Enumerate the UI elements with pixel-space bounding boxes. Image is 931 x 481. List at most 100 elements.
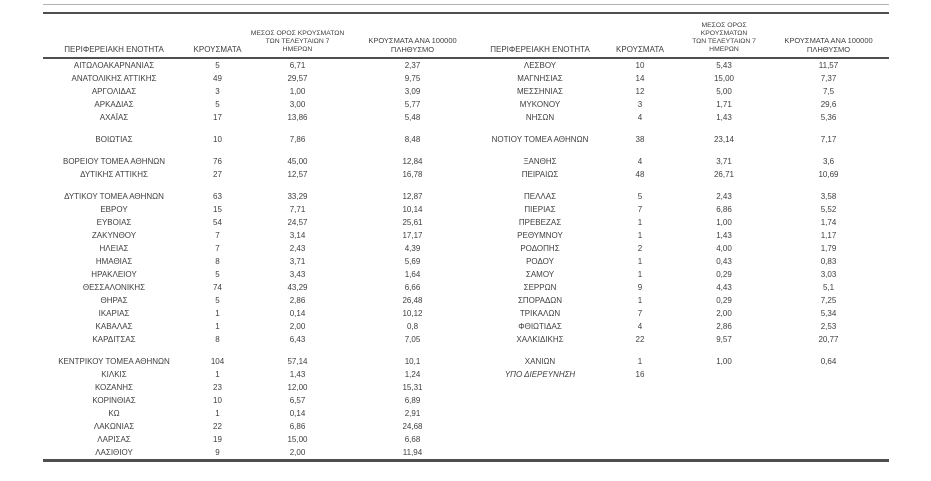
value-cell	[600, 420, 680, 433]
col-header-avg7-line1: ΜΕΣΟΣ ΟΡΟΣ ΚΡΟΥΣΜΑΤΩΝ	[700, 22, 748, 37]
value-cell: 2,00	[716, 309, 732, 318]
value-cell	[680, 146, 768, 155]
value-cell: 57,14	[287, 357, 308, 366]
value-cell: 1,79	[820, 244, 837, 253]
value-cell: 48	[635, 170, 645, 179]
value-cell: 0,29	[716, 296, 732, 305]
value-cell: 17,17	[402, 231, 423, 240]
cases-by-region-table: ΠΕΡΙΦΕΡΕΙΑΚΗ ΕΝΟΤΗΤΑ ΚΡΟΥΣΜΑΤΑ ΜΕΣΟΣ ΟΡΟ…	[43, 22, 889, 462]
value-cell: 16,78	[402, 170, 423, 179]
value-cell: 7,25	[820, 296, 837, 305]
value-cell: 5,43	[716, 61, 732, 70]
value-cell: 29,6	[820, 100, 837, 109]
value-cell: 1,24	[404, 370, 421, 379]
region-cell: ΛΑΣΙΘΙΟΥ	[95, 448, 133, 457]
value-cell: 1	[637, 257, 643, 266]
value-cell: 5,34	[820, 309, 837, 318]
value-cell	[768, 446, 889, 461]
value-cell	[600, 446, 680, 461]
value-cell	[185, 124, 250, 133]
table-header: ΠΕΡΙΦΕΡΕΙΑΚΗ ΕΝΟΤΗΤΑ ΚΡΟΥΣΜΑΤΑ ΜΕΣΟΣ ΟΡΟ…	[43, 22, 889, 59]
value-cell: 2	[637, 244, 643, 253]
table-row: ΛΑΚΩΝΙΑΣ 22 6,86 24,68	[43, 420, 889, 433]
region-cell: ΡΕΘΥΜΝΟΥ	[517, 231, 563, 240]
value-cell	[600, 146, 680, 155]
value-cell	[680, 124, 768, 133]
region-cell: ΘΕΣΣΑΛΟΝΙΚΗΣ	[82, 283, 146, 292]
value-cell: 1	[637, 218, 643, 227]
value-cell: 1,00	[289, 87, 306, 96]
region-cell	[480, 446, 600, 461]
value-cell: 6,71	[289, 61, 306, 70]
value-cell: 11,57	[818, 61, 839, 70]
value-cell: 26,71	[713, 170, 735, 179]
value-cell: 7,37	[820, 74, 837, 83]
value-cell: 1,17	[820, 231, 837, 240]
col-header-per100k-line2: ΠΛΗΘΥΣΜΟ	[806, 45, 851, 54]
region-cell: ΝΗΣΩΝ	[525, 113, 555, 122]
table-row: ΒΟΡΕΙΟΥ ΤΟΜΕΑ ΑΘΗΝΩΝ 76 45,00 12,84 ΞΑΝΘΗΣ 4 3…	[43, 155, 889, 168]
table-row: ΑΝΑΤΟΛΙΚΗΣ ΑΤΤΙΚΗΣ 49 29,57 9,75 ΜΑΓΝΗΣΙΑΣ 14…	[43, 72, 889, 85]
value-cell	[345, 146, 480, 155]
table-row: ΑΡΚΑΔΙΑΣ 5 3,00 5,77 ΜΥΚΟΝΟΥ 3 1,71 29,6	[43, 98, 889, 111]
region-cell: ΚΑΒΑΛΑΣ	[95, 322, 133, 331]
table-row: ΕΥΒΟΙΑΣ 54 24,57 25,61 ΠΡΕΒΕΖΑΣ 1 1,00 1,74	[43, 216, 889, 229]
value-cell: 10,1	[404, 357, 421, 366]
value-cell: 6,43	[289, 335, 306, 344]
region-cell	[480, 433, 600, 446]
region-cell: ΛΑΚΩΝΙΑΣ	[93, 422, 135, 431]
value-cell: 1	[637, 270, 643, 279]
value-cell: 2,86	[716, 322, 732, 331]
value-cell: 7	[637, 309, 643, 318]
value-cell: 5	[215, 61, 220, 70]
value-cell: 3,58	[820, 192, 837, 201]
value-cell: 5,1	[822, 283, 835, 292]
region-cell: ΦΘΙΩΤΙΔΑΣ	[518, 322, 562, 331]
region-cell	[480, 394, 600, 407]
value-cell	[250, 124, 345, 133]
col-header-region-left: ΠΕΡΙΦΕΡΕΙΑΚΗ ΕΝΟΤΗΤΑ	[43, 22, 185, 59]
value-cell: 74	[213, 283, 222, 292]
value-cell: 3,6	[822, 157, 835, 166]
table-row: ΛΑΡΙΣΑΣ 19 15,00 6,68	[43, 433, 889, 446]
value-cell	[600, 346, 680, 355]
value-cell: 9	[637, 283, 643, 292]
region-cell: ΠΕΛΛΑΣ	[523, 192, 557, 201]
value-cell: 16	[635, 370, 645, 379]
value-cell: 5,48	[404, 113, 421, 122]
value-cell: 1,00	[716, 357, 732, 366]
value-cell: 15	[213, 205, 222, 214]
col-header-avg7-line2: ΤΩΝ ΤΕΛΕΥΤΑΙΩΝ 7 ΗΜΕΡΩΝ	[692, 38, 756, 53]
table-body: ΑΙΤΩΛΟΑΚΑΡΝΑΝΙΑΣ 5 6,71 2,37 ΛΕΣΒΟΥ 10 5,43 11,…	[43, 58, 889, 461]
value-cell: 5,36	[820, 113, 837, 122]
region-cell	[480, 346, 600, 355]
value-cell: 6,86	[289, 422, 306, 431]
region-cell: ΞΑΝΘΗΣ	[523, 157, 557, 166]
spacer-row	[43, 181, 889, 190]
value-cell: 6,57	[289, 396, 306, 405]
value-cell	[768, 433, 889, 446]
value-cell: 4	[637, 113, 643, 122]
value-cell: 5	[637, 192, 643, 201]
value-cell: 2,86	[289, 296, 306, 305]
value-cell: 3,71	[289, 257, 306, 266]
col-header-region-right: ΠΕΡΙΦΕΡΕΙΑΚΗ ΕΝΟΤΗΤΑ	[480, 22, 600, 59]
region-cell	[480, 381, 600, 394]
value-cell	[768, 181, 889, 190]
region-cell: ΣΑΜΟΥ	[525, 270, 555, 279]
value-cell: 12,84	[402, 157, 423, 166]
region-cell: ΗΡΑΚΛΕΙΟΥ	[91, 270, 137, 279]
region-cell: ΒΟΙΩΤΙΑΣ	[95, 135, 133, 144]
value-cell: 6,89	[404, 396, 421, 405]
value-cell	[250, 346, 345, 355]
value-cell: 19	[213, 435, 222, 444]
region-cell	[480, 407, 600, 420]
value-cell	[600, 394, 680, 407]
value-cell: 8	[215, 335, 220, 344]
value-cell: 5,00	[716, 87, 732, 96]
value-cell: 7,86	[289, 135, 306, 144]
value-cell	[768, 394, 889, 407]
value-cell	[768, 420, 889, 433]
value-cell	[680, 407, 768, 420]
table-row: ΚΑΒΑΛΑΣ 1 2,00 0,8 ΦΘΙΩΤΙΔΑΣ 4 2,86 2,53	[43, 320, 889, 333]
